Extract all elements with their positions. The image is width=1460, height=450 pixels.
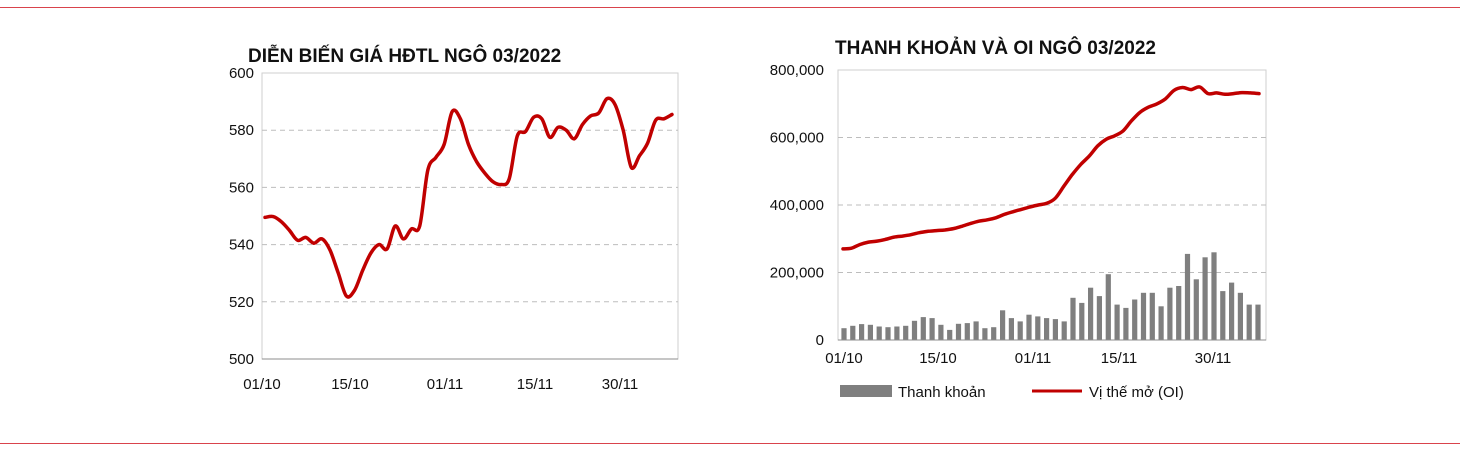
price-y-tick-label: 500 bbox=[229, 351, 254, 368]
price-series bbox=[263, 96, 674, 299]
bottom-divider bbox=[0, 443, 1460, 444]
price-gridlines bbox=[262, 129, 678, 303]
price-y-tick-label: 600 bbox=[229, 65, 254, 82]
price-y-tick-label: 580 bbox=[229, 122, 254, 139]
price-y-tick-label: 520 bbox=[229, 294, 254, 311]
price-x-tick-label: 15/10 bbox=[331, 376, 369, 393]
price-x-ticks: 01/10 15/10 01/11 15/11 30/11 bbox=[243, 376, 638, 393]
price-x-tick-label: 15/11 bbox=[517, 376, 553, 393]
price-line bbox=[263, 96, 674, 299]
price-x-tick-label: 30/11 bbox=[602, 376, 638, 393]
price-plot-area bbox=[261, 72, 679, 360]
price-x-tick-label: 01/11 bbox=[427, 376, 463, 393]
top-divider bbox=[0, 7, 1460, 8]
price-chart-title: DIỄN BIẾN GIÁ HĐTL NGÔ 03/2022 bbox=[248, 45, 561, 67]
price-x-tick-label: 01/10 bbox=[243, 376, 281, 393]
price-y-tick-label: 540 bbox=[229, 237, 254, 254]
price-y-tick-label: 560 bbox=[229, 179, 254, 196]
price-y-ticks: 500 520 540 560 580 600 bbox=[229, 65, 254, 368]
